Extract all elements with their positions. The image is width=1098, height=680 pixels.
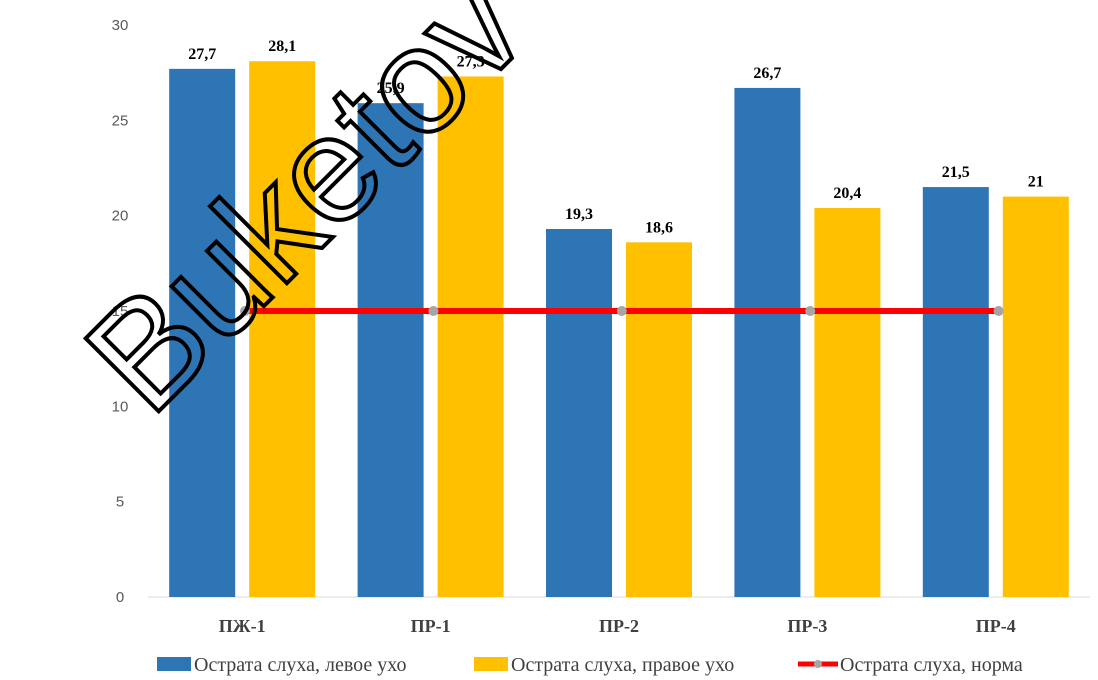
data-label: 21,5	[942, 164, 970, 181]
norm-marker	[993, 306, 1004, 316]
norm-line-group	[240, 306, 1004, 316]
bar-left-ear	[357, 103, 424, 597]
y-tick-label: 15	[112, 303, 129, 320]
y-tick-label: 5	[116, 494, 124, 511]
data-label: 26,7	[753, 65, 781, 82]
data-label: 27,7	[188, 46, 216, 63]
bar-left-ear	[546, 229, 612, 597]
legend-swatch	[157, 657, 191, 671]
bar-right-ear	[626, 242, 692, 598]
bar-right-ear	[437, 76, 504, 598]
legend-marker	[814, 660, 822, 668]
data-label: 20,4	[833, 185, 861, 202]
legend-label: Острата слуха, левое ухо	[194, 654, 407, 676]
data-label: 28,1	[268, 38, 296, 55]
bar-right-ear	[1002, 196, 1069, 597]
bar-left-ear	[734, 87, 801, 598]
data-label: 25,9	[377, 80, 405, 97]
y-axis: 0 5 10 15 20 25 30	[112, 17, 129, 606]
norm-marker	[616, 306, 627, 316]
legend-swatch	[474, 657, 508, 671]
x-tick-label: ПЖ-1	[219, 616, 266, 636]
x-tick-label: ПР-4	[976, 616, 1016, 636]
y-tick-label: 0	[116, 589, 124, 606]
data-label: 18,6	[645, 219, 673, 236]
y-tick-label: 25	[112, 112, 129, 129]
x-tick-label: ПР-2	[599, 616, 639, 636]
y-tick-label: 30	[112, 17, 129, 34]
data-label: 19,3	[565, 206, 593, 223]
bar-left-ear	[922, 187, 989, 598]
data-labels-group: 27,7 28,1 25,9 27,3 19,3 18,6 26,7 20,4 21,5 21	[188, 38, 1044, 236]
y-tick-label: 10	[112, 398, 129, 415]
bars-group	[169, 61, 1069, 598]
x-tick-label: ПР-1	[411, 616, 451, 636]
norm-marker	[805, 306, 816, 316]
bar-right-ear	[249, 61, 316, 597]
norm-marker	[240, 306, 250, 316]
bar-right-ear	[814, 208, 881, 598]
bar-left-ear	[169, 68, 236, 597]
data-label: 27,3	[457, 53, 485, 70]
legend-label: Острата слуха, правое ухо	[511, 654, 734, 676]
data-label: 21	[1028, 174, 1044, 191]
x-tick-label: ПР-3	[787, 616, 827, 636]
norm-marker	[428, 306, 439, 316]
x-axis-labels: ПЖ-1 ПР-1 ПР-2 ПР-3 ПР-4	[219, 616, 1016, 636]
y-tick-label: 20	[112, 208, 129, 225]
legend-label: Острата слуха, норма	[840, 654, 1023, 676]
legend: Острата слуха, левое ухо Острата слуха, п…	[157, 654, 1023, 676]
